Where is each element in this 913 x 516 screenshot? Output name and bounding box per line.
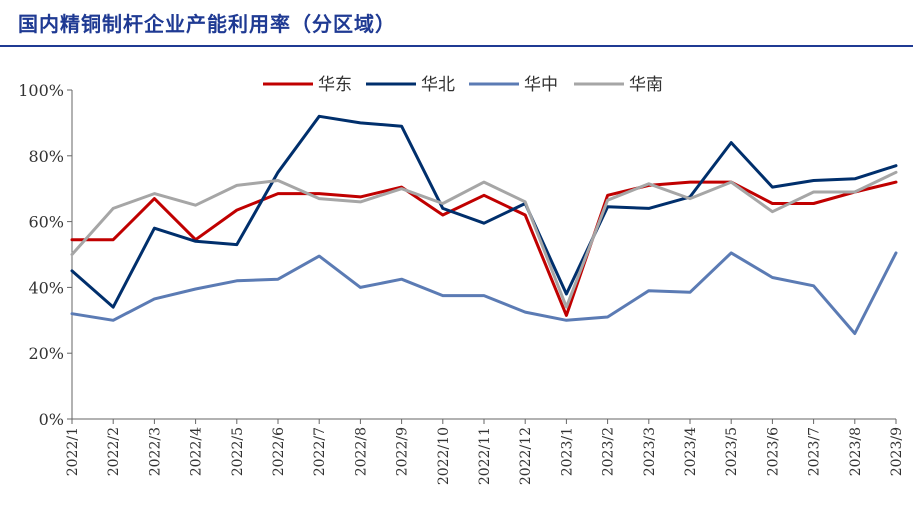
x-tick-label: 2023/8	[848, 427, 864, 476]
axes: 0% 20% 40% 60% 80% 100% 2022/1 2022/2 2022/3 2022…	[18, 81, 905, 485]
series-line-3	[70, 170, 898, 309]
title-underline	[0, 45, 913, 47]
legend-label-2: 华中	[524, 75, 558, 95]
y-tick-label: 80%	[28, 147, 64, 166]
x-tick-label: 2022/10	[436, 427, 452, 485]
x-tick-label: 2022/3	[147, 427, 163, 476]
series-line-2	[70, 251, 898, 335]
x-tick-label: 2022/9	[395, 427, 411, 476]
x-tick-label: 2023/6	[765, 427, 781, 476]
y-tick-label: 100%	[18, 81, 64, 100]
y-tick-label: 60%	[28, 213, 64, 232]
legend-label-3: 华南	[629, 75, 663, 95]
x-tick-label: 2023/5	[724, 427, 740, 476]
x-tick-label: 2023/4	[683, 427, 699, 476]
x-tick-label: 2022/12	[518, 427, 534, 485]
legend: 华东 华北 华中 华南	[263, 75, 663, 95]
x-tick-label: 2022/1	[65, 427, 81, 476]
x-tick-label: 2023/2	[601, 427, 617, 476]
x-tick-label: 2022/7	[312, 427, 328, 476]
legend-label-1: 华北	[421, 75, 455, 95]
x-tick-label: 2023/3	[642, 427, 658, 476]
y-tick-label: 40%	[28, 278, 64, 297]
x-tick-label: 2023/7	[807, 427, 823, 476]
x-tick-label: 2022/11	[477, 427, 493, 485]
y-tick-label: 20%	[28, 344, 64, 363]
x-tick-label: 2022/5	[230, 427, 246, 476]
x-tick-label: 2022/2	[106, 427, 122, 476]
series-lines	[70, 114, 898, 335]
x-tick-label: 2023/1	[559, 427, 575, 476]
x-tick-label: 2023/9	[889, 427, 905, 476]
x-tick-label: 2022/4	[189, 427, 205, 476]
x-tick-label: 2022/6	[271, 427, 287, 476]
x-tick-label: 2022/8	[353, 427, 369, 476]
legend-label-0: 华东	[318, 75, 352, 95]
y-tick-label: 0%	[39, 410, 64, 429]
series-line-1	[70, 114, 898, 309]
series-line-0	[70, 180, 898, 317]
chart-title: 国内精铜制杆企业产能利用率（分区域）	[18, 12, 396, 36]
